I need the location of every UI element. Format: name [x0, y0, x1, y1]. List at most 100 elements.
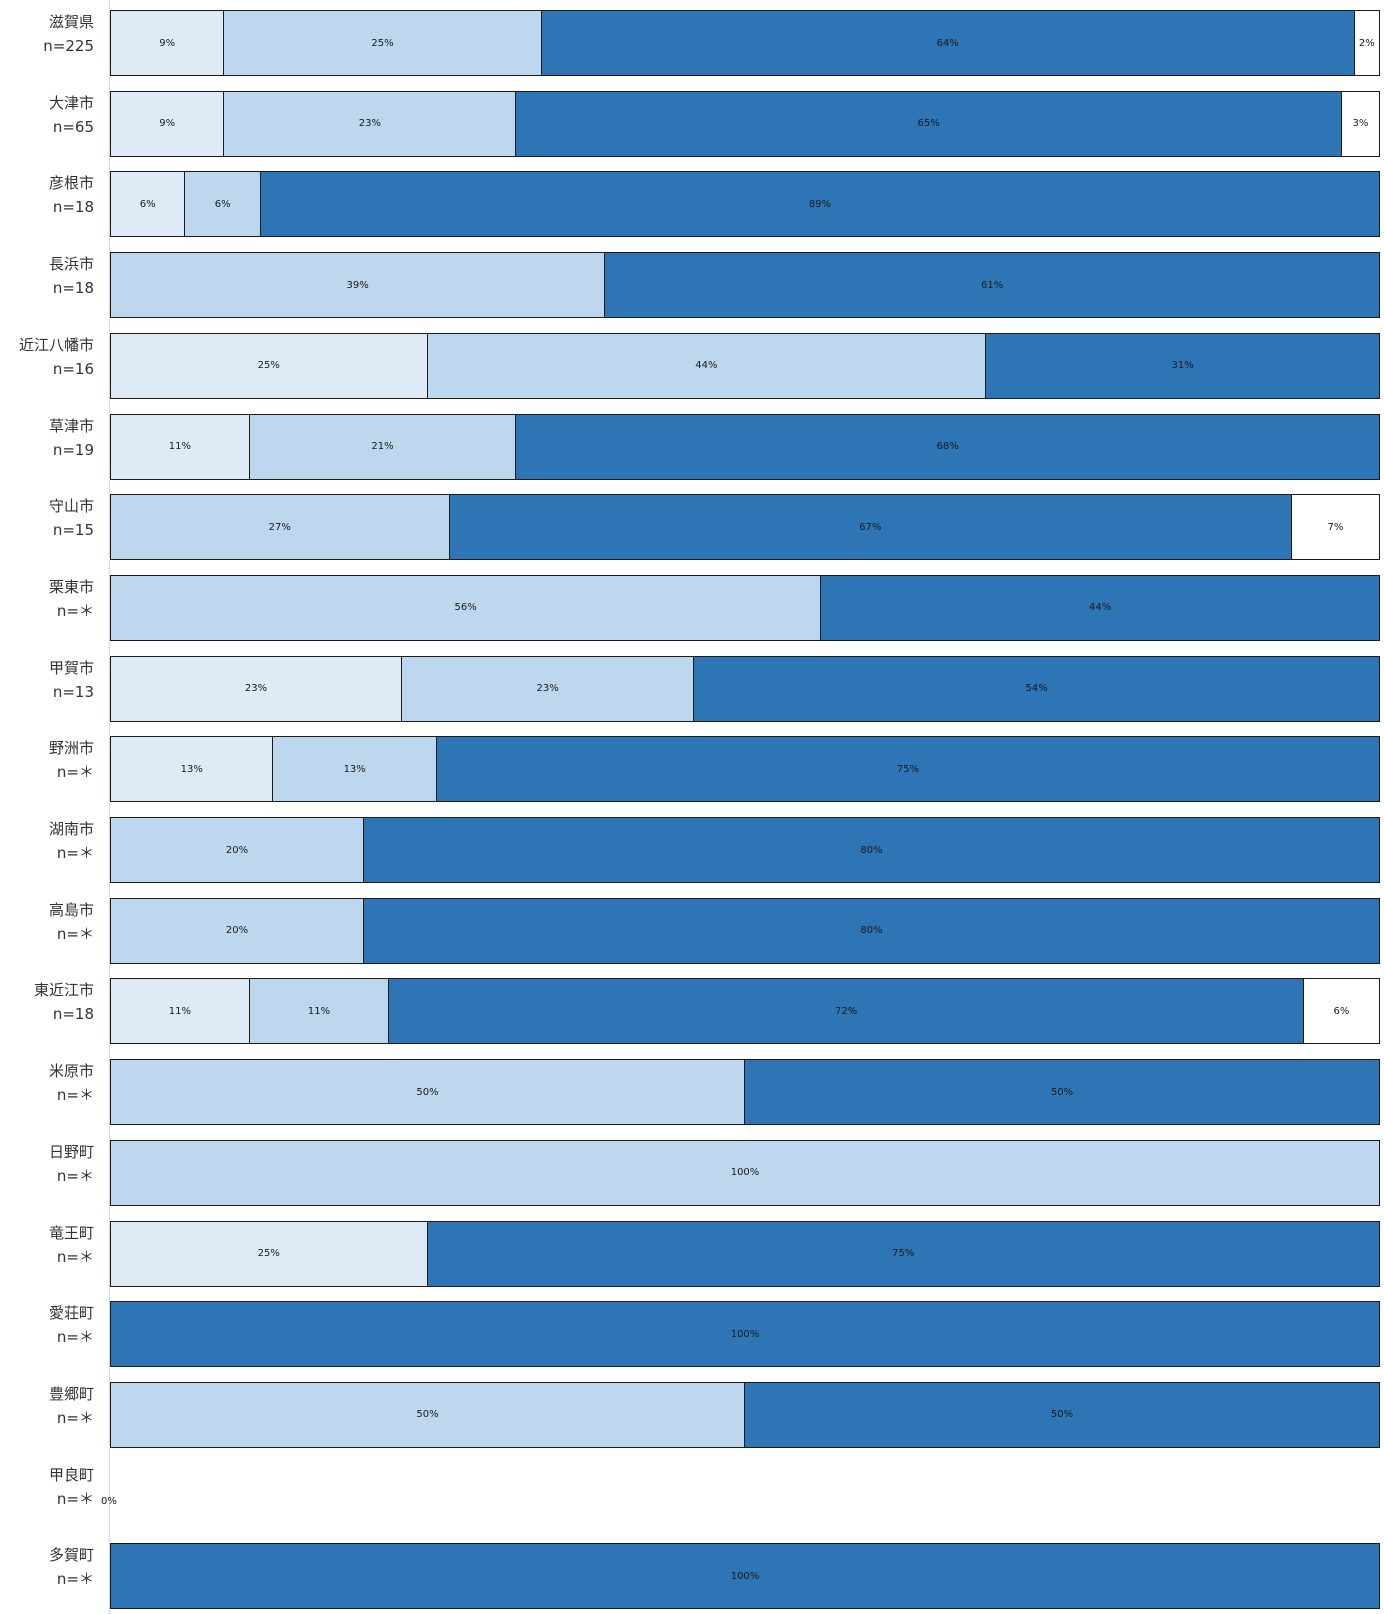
bar-track: 13% 13% 75%: [110, 736, 1380, 803]
data-label: 75%: [892, 1248, 915, 1259]
data-label: 39%: [346, 279, 369, 291]
data-label: 72%: [834, 1005, 858, 1017]
data-label: 27%: [268, 521, 291, 533]
data-label: 20%: [225, 925, 249, 937]
category-name: 彦根市: [48, 174, 94, 193]
category-axis-line: [109, 0, 110, 1614]
data-label: 65%: [917, 118, 940, 130]
segment-dark: 75%: [436, 736, 1380, 803]
bar-track: 50% 50%: [110, 1059, 1380, 1126]
bar-row: 東近江市 n=18 11% 11% 72% 6%: [0, 968, 1384, 1049]
bar-row: 近江八幡市 n=16 25% 44% 31%: [0, 323, 1384, 404]
category-name: 草津市: [48, 416, 94, 435]
category-name: 豊郷町: [48, 1384, 94, 1403]
sample-size: n=225: [43, 37, 94, 55]
bar-track: 11% 21% 68%: [110, 413, 1380, 480]
data-label: 44%: [1088, 602, 1112, 614]
bar-track: 20% 80%: [110, 897, 1380, 964]
segment-dark: 61%: [605, 252, 1380, 319]
bar-track: 25% 75%: [110, 1220, 1380, 1287]
segment-mid: 100%: [110, 1139, 1380, 1206]
bar-row: 高島市 n=＊ 20% 80%: [0, 888, 1384, 969]
bar-row: 竜王町 n=＊ 25% 75%: [0, 1211, 1384, 1292]
bar-row: 大津市 n=65 9% 23% 65% 3%: [0, 81, 1384, 162]
bar-track: 9% 23% 65% 3%: [110, 90, 1380, 157]
segment-dark: 72%: [389, 978, 1304, 1045]
sample-size: n=18: [52, 1005, 94, 1024]
segment-light: 11%: [110, 413, 250, 480]
category-label: 甲賀市 n=13: [0, 656, 94, 704]
segment-dark: 65%: [516, 90, 1342, 157]
data-label: 9%: [159, 118, 176, 130]
segment-light: 11%: [110, 978, 250, 1045]
data-label: 6%: [139, 198, 156, 210]
category-name: 東近江市: [33, 981, 94, 1000]
data-label: 25%: [371, 37, 394, 49]
segment-mid: 56%: [110, 574, 822, 641]
data-label: 80%: [860, 844, 883, 856]
segment-mid: 21%: [249, 413, 517, 480]
segment-mid: 25%: [224, 10, 542, 76]
category-label: 滋賀県 n=225: [0, 10, 94, 58]
segment-dark: 50%: [745, 1059, 1380, 1126]
data-label: 11%: [168, 1005, 191, 1017]
data-label: 56%: [454, 602, 477, 614]
data-label: 100%: [730, 1328, 760, 1340]
sample-size: n=18: [52, 198, 94, 217]
category-label: 近江八幡市 n=16: [0, 333, 94, 381]
data-label: 23%: [536, 683, 559, 695]
segment-light: 25%: [110, 332, 428, 399]
sample-size: n=＊: [56, 1166, 94, 1185]
category-name: 大津市: [48, 93, 94, 112]
category-name: 多賀町: [48, 1546, 94, 1565]
data-label: 3%: [1352, 118, 1369, 130]
segment-dark: 44%: [821, 574, 1380, 641]
data-label: 89%: [808, 198, 832, 210]
sample-size: n=＊: [56, 844, 94, 862]
data-label: 25%: [257, 1248, 280, 1259]
segment-dark: 50%: [745, 1381, 1380, 1448]
segment-light: 9%: [110, 10, 225, 76]
category-name: 近江八幡市: [18, 335, 94, 354]
category-name: 甲賀市: [48, 658, 94, 677]
category-label: 栗東市 n=＊: [0, 575, 94, 623]
category-name: 愛荘町: [48, 1304, 94, 1323]
segment-dark: 31%: [986, 332, 1380, 399]
sample-size: n=＊: [56, 1328, 94, 1347]
category-label: 守山市 n=15: [0, 494, 94, 542]
segment-dark: 67%: [449, 494, 1292, 561]
sample-size: n=15: [52, 521, 94, 540]
data-label: 50%: [416, 1409, 439, 1421]
category-name: 高島市: [48, 900, 94, 919]
sample-size: n=＊: [56, 1086, 94, 1105]
category-label: 愛荘町 n=＊: [0, 1301, 94, 1349]
data-label: 31%: [1171, 360, 1194, 372]
bar-track: 27% 67% 7%: [110, 494, 1380, 561]
sample-size: n=18: [52, 279, 94, 298]
bar-track: 23% 23% 54%: [110, 655, 1380, 722]
segment-white: 7%: [1291, 494, 1380, 561]
segment-mid: 44%: [427, 332, 987, 399]
segment-dark: 100%: [110, 1301, 1380, 1368]
bar-row: 日野町 n=＊ 100%: [0, 1130, 1384, 1211]
bar-row: 野洲市 n=＊ 13% 13% 75%: [0, 726, 1384, 807]
data-label: 23%: [358, 118, 381, 130]
segment-white: 6%: [1303, 978, 1380, 1045]
sample-size: n=19: [52, 440, 94, 459]
segment-light: 6%: [110, 171, 186, 238]
sample-size: n=＊: [56, 924, 94, 943]
bar-row: 湖南市 n=＊ 20% 80%: [0, 807, 1384, 888]
data-label: 25%: [257, 360, 280, 372]
segment-dark: 54%: [694, 655, 1380, 722]
category-label: 多賀町 n=＊: [0, 1543, 94, 1591]
sample-size: n=＊: [56, 1489, 94, 1508]
data-label: 7%: [1327, 521, 1344, 533]
bar-row: 長浜市 n=18 39% 61%: [0, 242, 1384, 323]
segment-dark: 68%: [516, 413, 1380, 480]
bar-row: 多賀町 n=＊ 100%: [0, 1533, 1384, 1614]
category-name: 守山市: [48, 497, 94, 516]
sample-size: n=＊: [56, 601, 94, 620]
category-label: 米原市 n=＊: [0, 1059, 94, 1107]
sample-size: n=＊: [56, 1247, 94, 1266]
segment-mid: 6%: [185, 171, 261, 238]
